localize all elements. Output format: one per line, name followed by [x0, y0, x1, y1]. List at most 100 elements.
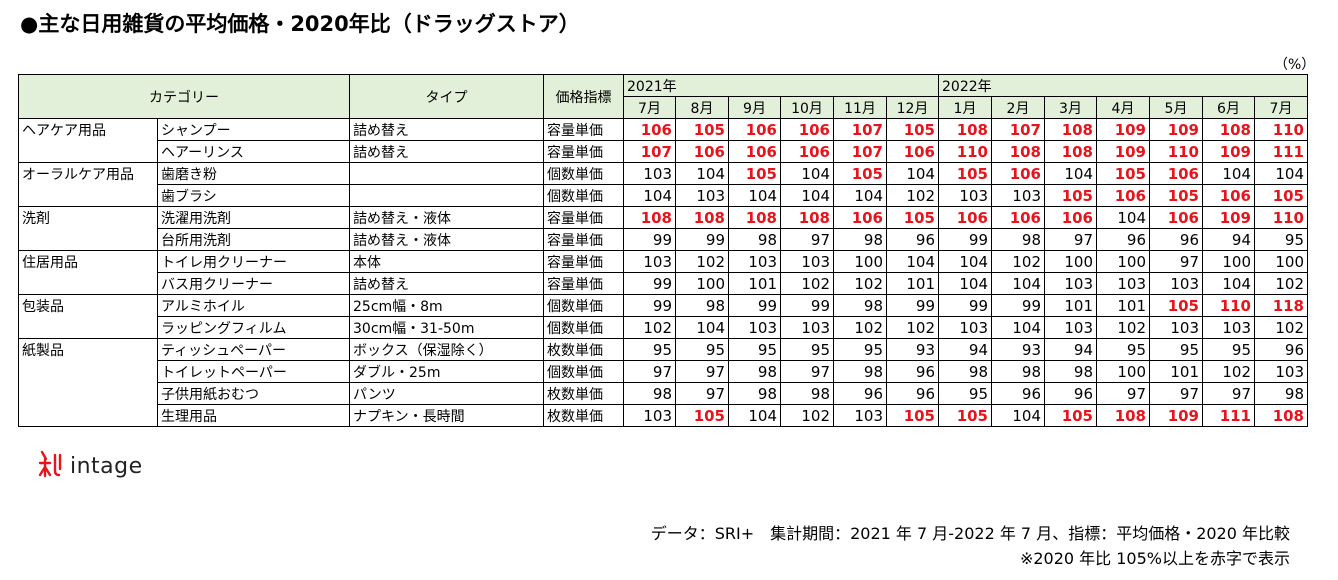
table-row: 住居用品 トイレ用クリーナー 本体 容量単価 103 102 103 103 100 104 104…	[18, 250, 1308, 273]
value-cell: 106	[1149, 162, 1203, 185]
value-cell: 107	[991, 118, 1045, 141]
category-cell	[18, 404, 158, 427]
value-cell: 104	[938, 250, 992, 273]
item-cell: 生理用品	[157, 404, 350, 427]
value-cell: 95	[938, 382, 992, 405]
value-cell: 104	[675, 162, 729, 185]
value-cell: 104	[938, 272, 992, 295]
value-cell: 108	[1202, 118, 1255, 141]
value-cell: 99	[780, 294, 834, 317]
month-header: 1月	[938, 96, 992, 119]
value-cell: 108	[675, 206, 729, 229]
value-cell: 103	[1149, 272, 1203, 295]
month-header: 2月	[991, 96, 1045, 119]
type-cell: 詰め替え	[349, 272, 544, 295]
value-cell: 118	[1254, 294, 1308, 317]
index-cell: 枚数単価	[543, 338, 624, 361]
item-cell: 歯磨き粉	[157, 162, 350, 185]
category-cell: 洗剤	[18, 206, 158, 229]
index-cell: 個数単価	[543, 294, 624, 317]
value-cell: 106	[833, 206, 887, 229]
value-cell: 104	[1096, 206, 1150, 229]
value-cell: 102	[1254, 316, 1308, 339]
value-cell: 108	[1096, 404, 1150, 427]
type-cell: 本体	[349, 250, 544, 273]
item-cell: 洗濯用洗剤	[157, 206, 350, 229]
value-cell: 96	[1254, 338, 1308, 361]
type-cell: ダブル・25m	[349, 360, 544, 383]
logo-wordmark: intage	[70, 453, 143, 479]
value-cell: 99	[991, 294, 1045, 317]
table-row: ラッピングフィルム 30cm幅・31-50m 個数単価 102 104 103 103 102…	[18, 316, 1308, 339]
value-cell: 106	[991, 162, 1045, 185]
value-cell: 103	[623, 162, 676, 185]
index-cell: 個数単価	[543, 184, 624, 207]
value-cell: 104	[1254, 162, 1308, 185]
item-cell: アルミホイル	[157, 294, 350, 317]
value-cell: 101	[1149, 360, 1203, 383]
table-row: 子供用紙おむつ パンツ 枚数単価 98 97 98 98 96 96 95 96 96 97 97 97 98	[18, 382, 1308, 405]
month-header: 11月	[833, 96, 887, 119]
item-cell: トイレットペーパー	[157, 360, 350, 383]
category-cell: ヘアケア用品	[18, 118, 158, 141]
month-header: 8月	[675, 96, 729, 119]
value-cell: 99	[623, 294, 676, 317]
value-cell: 108	[991, 140, 1045, 163]
value-cell: 98	[675, 294, 729, 317]
category-cell: オーラルケア用品	[18, 162, 158, 185]
value-cell: 102	[1096, 316, 1150, 339]
value-cell: 105	[886, 206, 939, 229]
value-cell: 98	[728, 382, 781, 405]
category-cell	[18, 140, 158, 163]
value-cell: 107	[833, 118, 887, 141]
value-cell: 108	[780, 206, 834, 229]
value-cell: 96	[886, 360, 939, 383]
item-cell: ティッシュペーパー	[157, 338, 350, 361]
value-cell: 102	[886, 316, 939, 339]
value-cell: 106	[780, 140, 834, 163]
index-cell: 容量単価	[543, 250, 624, 273]
value-cell: 96	[1149, 228, 1203, 251]
value-cell: 106	[991, 206, 1045, 229]
value-cell: 104	[675, 316, 729, 339]
table-row: 包装品 アルミホイル 25cm幅・8m 個数単価 99 98 99 99 98 99 99 99 101…	[18, 294, 1308, 317]
month-header: 3月	[1044, 96, 1097, 119]
category-cell	[18, 184, 158, 207]
value-cell: 109	[1202, 140, 1255, 163]
value-cell: 97	[1202, 382, 1255, 405]
value-cell: 105	[938, 162, 992, 185]
value-cell: 105	[833, 162, 887, 185]
header-year-2022: 2022年	[938, 74, 1308, 97]
index-cell: 容量単価	[543, 206, 624, 229]
value-cell: 108	[938, 118, 992, 141]
index-cell: 個数単価	[543, 360, 624, 383]
value-cell: 94	[1202, 228, 1255, 251]
value-cell: 108	[623, 206, 676, 229]
value-cell: 98	[938, 360, 992, 383]
value-cell: 95	[1096, 338, 1150, 361]
value-cell: 95	[1202, 338, 1255, 361]
header-index: 価格指標	[543, 74, 624, 119]
value-cell: 98	[991, 360, 1045, 383]
index-cell: 枚数単価	[543, 404, 624, 427]
value-cell: 95	[1149, 338, 1203, 361]
value-cell: 100	[1096, 360, 1150, 383]
table-row: 洗剤 洗濯用洗剤 詰め替え・液体 容量単価 108 108 108 108 106 105 106 1…	[18, 206, 1308, 229]
table-row: ヘアケア用品 シャンプー 詰め替え 容量単価 106 105 106 106 107 105 108…	[18, 118, 1308, 141]
value-cell: 98	[780, 382, 834, 405]
value-cell: 104	[1044, 162, 1097, 185]
value-cell: 111	[1202, 404, 1255, 427]
value-cell: 104	[728, 184, 781, 207]
table-row: バス用クリーナー 詰め替え 容量単価 99 100 101 102 102 101 104 104 1…	[18, 272, 1308, 295]
value-cell: 100	[1096, 250, 1150, 273]
value-cell: 104	[886, 250, 939, 273]
value-cell: 96	[1044, 382, 1097, 405]
value-cell: 103	[1044, 272, 1097, 295]
category-cell: 住居用品	[18, 250, 158, 273]
value-cell: 104	[728, 404, 781, 427]
value-cell: 98	[623, 382, 676, 405]
value-cell: 94	[1044, 338, 1097, 361]
value-cell: 98	[833, 228, 887, 251]
value-cell: 105	[1254, 184, 1308, 207]
value-cell: 108	[1044, 140, 1097, 163]
